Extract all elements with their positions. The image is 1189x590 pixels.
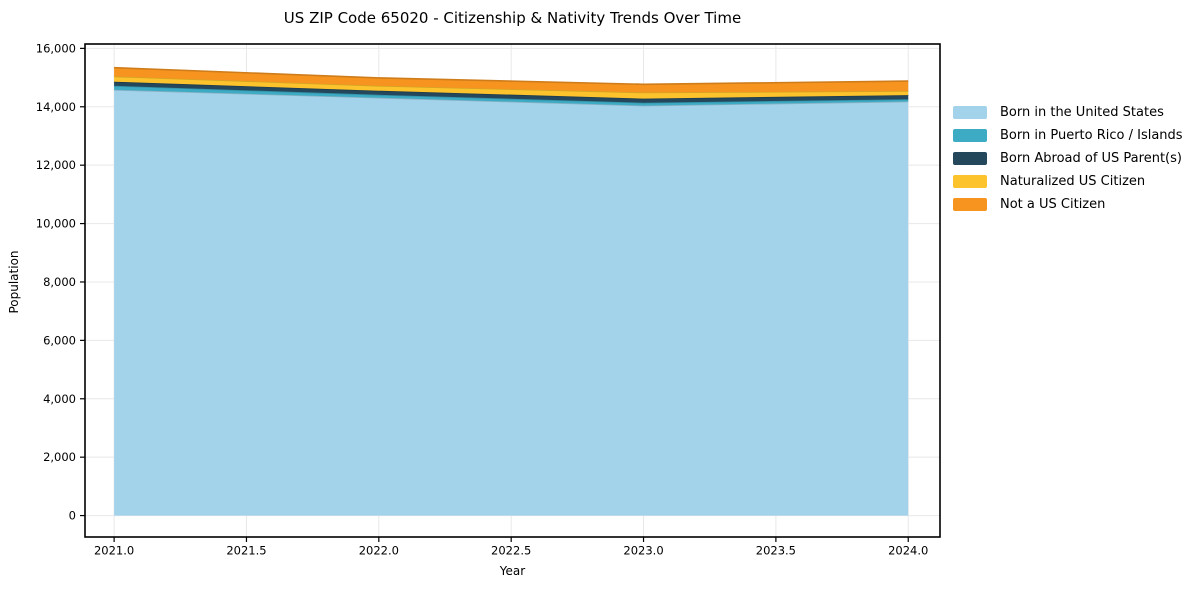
y-tick-label: 16,000	[36, 41, 76, 55]
legend-item-3: Naturalized US Citizen	[953, 174, 1183, 189]
y-tick-label: 8,000	[43, 275, 76, 289]
area-series-2	[114, 81, 909, 103]
x-tick-label: 2023.5	[756, 544, 796, 558]
legend: Born in the United States Born in Puerto …	[953, 105, 1183, 221]
legend-label: Born Abroad of US Parent(s)	[1000, 151, 1182, 166]
legend-label: Naturalized US Citizen	[1000, 174, 1146, 189]
x-tick-label: 2021.5	[226, 544, 266, 558]
y-tick-label: 0	[69, 509, 76, 523]
legend-item-4: Not a US Citizen	[953, 197, 1183, 212]
y-tick-label: 4,000	[43, 392, 76, 406]
legend-swatch	[953, 129, 987, 142]
x-tick-label: 2023.0	[623, 544, 663, 558]
y-tick-label: 14,000	[36, 100, 76, 114]
y-tick-label: 2,000	[43, 450, 76, 464]
area-top-edge-4	[114, 66, 909, 86]
x-tick-label: 2024.0	[888, 544, 928, 558]
x-axis-label: Year	[499, 564, 526, 578]
x-tick-label: 2021.0	[94, 544, 134, 558]
area-series-4	[114, 67, 909, 93]
legend-label: Born in Puerto Rico / Islands	[1000, 128, 1183, 143]
legend-swatch	[953, 152, 987, 165]
legend-swatch	[953, 175, 987, 188]
legend-label: Born in the United States	[1000, 105, 1164, 120]
legend-swatch	[953, 106, 987, 119]
stacked-areas	[114, 66, 909, 516]
x-tick-label: 2022.5	[491, 544, 531, 558]
x-tick-label: 2022.0	[359, 544, 399, 558]
y-tick-label: 10,000	[36, 217, 76, 231]
chart-title: US ZIP Code 65020 - Citizenship & Nativi…	[283, 9, 742, 27]
legend-label: Not a US Citizen	[1000, 197, 1106, 212]
area-series-1	[114, 85, 909, 106]
y-axis-label: Population	[7, 250, 21, 314]
legend-swatch	[953, 198, 987, 211]
x-axis-ticks: 2021.0 2021.5 2022.0 2022.5 2023.0 2023.5 2024…	[94, 537, 928, 558]
legend-item-0: Born in the United States	[953, 105, 1183, 120]
legend-item-1: Born in Puerto Rico / Islands	[953, 128, 1183, 143]
plot-frame	[84, 43, 941, 538]
area-series-3	[114, 76, 909, 99]
y-tick-label: 12,000	[36, 158, 76, 172]
y-axis-ticks: 0 2,000 4,000 6,000 8,000 10,000 12,000 14,000 1…	[36, 41, 85, 523]
area-series-0	[114, 89, 909, 516]
legend-item-2: Born Abroad of US Parent(s)	[953, 151, 1183, 166]
y-tick-label: 6,000	[43, 333, 76, 347]
